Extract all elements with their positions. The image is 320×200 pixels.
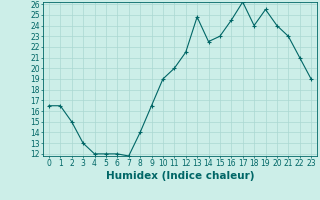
X-axis label: Humidex (Indice chaleur): Humidex (Indice chaleur) (106, 171, 254, 181)
